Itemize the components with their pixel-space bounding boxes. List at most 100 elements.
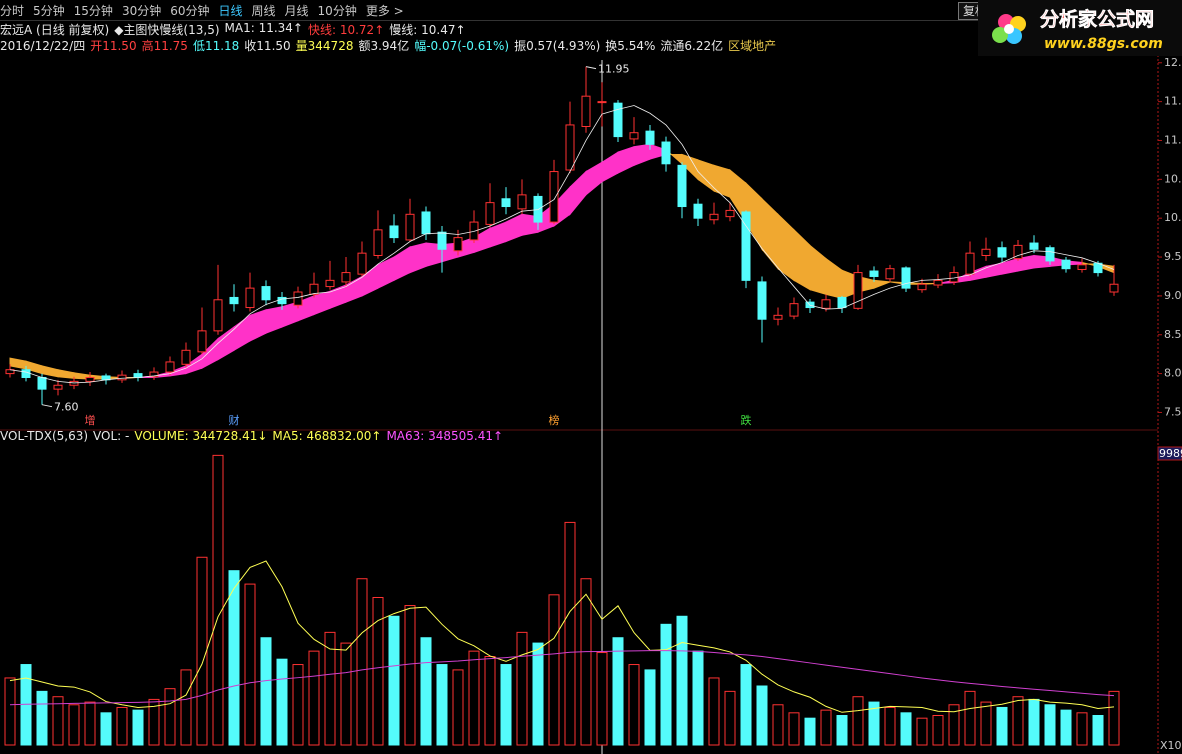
candle-body <box>485 202 495 225</box>
toolbar-tab[interactable]: 5分钟 <box>33 3 65 18</box>
info-item: 低11.18 <box>192 39 240 53</box>
candle-body <box>709 213 719 221</box>
band-segment <box>41 365 59 378</box>
toolbar-tab[interactable]: 分时 <box>0 3 25 18</box>
y-tick-label: 11.50 <box>1164 95 1182 108</box>
volume-bar <box>356 578 368 746</box>
toolbar-tab[interactable]: 更多 > <box>365 3 404 18</box>
volume-bar <box>212 454 224 746</box>
candle-body <box>501 198 511 208</box>
info-item: 2016/12/22/四 <box>0 39 86 53</box>
volume-bar <box>788 712 800 746</box>
ma-line <box>9 105 1115 384</box>
toolbar-tab[interactable]: 日线 <box>218 3 243 18</box>
info-item: 开11.50 <box>90 39 137 53</box>
band-segment <box>633 143 651 167</box>
toolbar-tab[interactable]: 月线 <box>284 3 309 18</box>
band-segment <box>233 314 251 352</box>
volume-bar <box>148 698 160 746</box>
candle-body <box>757 281 767 320</box>
volume-bar <box>36 690 48 746</box>
candle-body <box>229 296 239 305</box>
volume-bar <box>180 669 192 746</box>
band-segment <box>1001 257 1019 275</box>
volume-bar <box>228 570 240 746</box>
band-segment <box>409 242 427 274</box>
volume-bar <box>900 712 912 746</box>
volume-bar <box>68 704 80 746</box>
info-item: 振0.57(4.93%) <box>514 39 601 53</box>
band-segment <box>505 213 523 243</box>
band-segment <box>489 221 507 248</box>
candle-body <box>357 252 367 275</box>
unit-label: X10 <box>1160 739 1182 752</box>
candle-body <box>1029 242 1039 250</box>
candle-body <box>421 211 431 235</box>
toolbar-tab[interactable]: 30分钟 <box>121 3 162 18</box>
volume-bar <box>1108 690 1120 746</box>
volume-header-item: VOL: - <box>93 429 130 443</box>
volume-bar <box>292 664 304 746</box>
band-segment <box>57 369 75 379</box>
band-segment <box>601 151 619 183</box>
candle-body <box>165 361 175 373</box>
band-segment <box>697 159 715 192</box>
candle-body <box>293 291 303 306</box>
toolbar-tab[interactable]: 15分钟 <box>73 3 113 18</box>
volume-bar <box>52 696 64 746</box>
candle-body <box>245 287 255 309</box>
candle-body <box>1045 247 1055 262</box>
annotation: 7.60 <box>54 401 79 414</box>
volume-bar <box>340 642 352 746</box>
volume-ma-line <box>9 560 1115 713</box>
volume-bar <box>756 685 768 746</box>
volume-bar <box>820 709 832 746</box>
volume-bar <box>116 706 128 746</box>
candle-body <box>21 369 31 378</box>
candle-body <box>933 279 943 286</box>
candle-body <box>773 314 783 320</box>
y-tick-label: 7.50 <box>1164 405 1182 418</box>
toolbar-tab[interactable]: 10分钟 <box>317 3 357 18</box>
candle-body <box>789 303 799 317</box>
info-item: 幅-0.07(-0.61%) <box>414 39 510 53</box>
candle-body <box>597 101 607 104</box>
toolbar-tab[interactable]: 周线 <box>251 3 276 18</box>
candle-body <box>517 194 527 210</box>
band-segment <box>393 246 411 282</box>
candle-body <box>341 272 351 283</box>
volume-bar <box>532 642 544 746</box>
band-segment <box>281 301 299 328</box>
candle-body <box>325 279 335 288</box>
axis-label: 9989 <box>1159 447 1182 460</box>
volume-bar <box>852 696 864 746</box>
volume-bar <box>932 715 944 746</box>
candle-body <box>997 247 1007 258</box>
candle-body <box>581 95 591 127</box>
candle-body <box>837 296 847 309</box>
event-marker: 增 <box>85 413 96 427</box>
info-item: 流通6.22亿 <box>660 39 724 53</box>
y-tick-label: 11.00 <box>1164 133 1182 146</box>
volume-bar <box>564 521 576 746</box>
volume-header-item: VOLUME: 344728.41↓ <box>134 429 268 443</box>
volume-bar <box>1092 715 1104 746</box>
candle-body <box>181 349 191 365</box>
band-segment <box>793 228 811 291</box>
candle-body <box>261 286 271 301</box>
volume-bar <box>964 690 976 746</box>
info-item: 高11.75 <box>141 39 188 53</box>
volume-bar <box>84 701 96 746</box>
info-item: ◆主图快慢线(13,5) <box>114 23 220 37</box>
y-tick-label: 10.00 <box>1164 211 1182 224</box>
volume-bar <box>1044 704 1056 746</box>
band-segment <box>585 161 603 196</box>
info-item: 快线: 10.72↑ <box>307 23 385 37</box>
volume-bar <box>164 688 176 746</box>
volume-bar <box>916 717 928 746</box>
volume-bar <box>4 677 16 746</box>
toolbar-tab[interactable]: 60分钟 <box>170 3 210 18</box>
y-tick-label: 10.50 <box>1164 172 1182 185</box>
